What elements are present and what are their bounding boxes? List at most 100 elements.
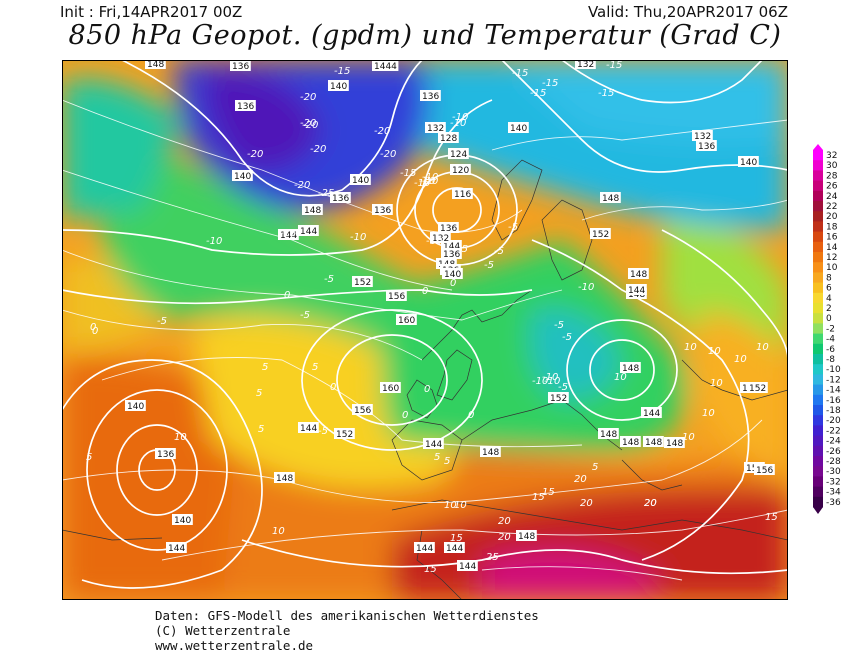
geopotential-label: 156 <box>754 464 775 476</box>
temperature-label: 0 <box>284 290 290 301</box>
geopotential-label: 148 <box>274 472 295 484</box>
legend-swatch <box>813 221 823 233</box>
legend-swatch <box>813 415 823 426</box>
temperature-label: -5 <box>508 222 518 233</box>
temperature-label: 0 <box>92 326 98 337</box>
geopotential-label: 1444 <box>372 60 399 72</box>
svg-text:136: 136 <box>232 62 249 72</box>
init-time: Init : Fri,14APR2017 00Z <box>60 3 243 21</box>
svg-text:148: 148 <box>304 206 321 216</box>
geopotential-label: 140 <box>738 156 759 168</box>
legend-swatch <box>813 231 823 243</box>
legend-label: 16 <box>826 233 838 243</box>
geopotential-label: 152 <box>352 276 373 288</box>
geopotential-label: 140 <box>232 170 253 182</box>
legend-swatch <box>813 384 823 396</box>
svg-text:156: 156 <box>388 292 405 302</box>
legend-label: -22 <box>826 426 841 436</box>
temperature-label: 5 <box>256 388 262 399</box>
legend-label: 22 <box>826 202 837 212</box>
geopotential-label: 116 <box>452 188 473 200</box>
svg-text:152: 152 <box>550 394 567 404</box>
legend-label: -24 <box>826 437 841 447</box>
temperature-label: -10 <box>542 372 558 383</box>
svg-text:140: 140 <box>127 402 144 412</box>
svg-text:148: 148 <box>622 364 639 374</box>
svg-text:136: 136 <box>157 450 174 460</box>
legend-label: -36 <box>826 498 841 508</box>
geopotential-label: 152 <box>548 392 569 404</box>
legend-swatch <box>813 456 823 467</box>
weather-map: 148 136 1444 132140136136132128124140132136… <box>62 60 788 600</box>
legend-swatch <box>813 405 823 416</box>
svg-text:132: 132 <box>432 234 449 244</box>
temperature-label: -5 <box>318 426 328 437</box>
legend-swatch <box>813 252 823 263</box>
legend-swatch <box>813 180 823 192</box>
legend-swatch <box>813 201 823 212</box>
temperature-label: -5 <box>300 310 310 321</box>
legend-swatch <box>813 486 823 498</box>
temperature-label: -20 <box>310 144 326 155</box>
legend-label: 2 <box>826 304 832 314</box>
legend-label: 12 <box>826 253 837 263</box>
footer-copyright: (C) Wetterzentrale <box>155 623 291 638</box>
geopotential-label: 140 <box>442 268 463 280</box>
svg-text:152: 152 <box>354 278 371 288</box>
geopotential-label: 144 <box>298 422 319 434</box>
temperature-label: -10 <box>422 172 438 183</box>
footer-source: Daten: GFS-Modell des amerikanischen Wet… <box>155 608 539 623</box>
temperature-label: -10 <box>452 112 468 123</box>
footer: Daten: GFS-Modell des amerikanischen Wet… <box>155 608 539 653</box>
legend-label: -8 <box>826 355 835 365</box>
svg-text:144: 144 <box>300 424 317 434</box>
svg-text:148: 148 <box>602 194 619 204</box>
temperature-label: -10 <box>544 376 560 387</box>
legend-swatch <box>813 160 823 171</box>
geopotential-label: 156 <box>386 290 407 302</box>
geopotential-label: 140 <box>328 80 349 92</box>
legend-label: -32 <box>826 477 841 487</box>
temperature-label: 10 <box>174 432 187 443</box>
temperature-label: 20 <box>644 498 657 509</box>
temperature-label: 20 <box>580 498 593 509</box>
map-title: 850 hPa Geopot. (gpdm) und Temperatur (G… <box>68 20 782 51</box>
legend-swatch <box>813 313 823 324</box>
temperature-label: -15 <box>598 88 614 99</box>
svg-text:136: 136 <box>237 102 254 112</box>
temperature-label: -10 <box>419 176 435 187</box>
temperature-label: -15 <box>530 88 546 99</box>
legend-swatch <box>813 190 823 202</box>
temperature-label: 10 <box>454 500 467 511</box>
svg-text:136: 136 <box>374 206 391 216</box>
geopotential-label: 148 <box>302 204 323 216</box>
geopotential-label: 132 <box>692 130 713 142</box>
footer-url: www.wetterzentrale.de <box>155 638 314 653</box>
temperature-label: 0 <box>424 384 430 395</box>
temperature-label: 5 <box>262 362 268 373</box>
geopotential-label: 144 <box>457 560 478 572</box>
legend-label: 24 <box>826 192 838 202</box>
geopotential-label: 140 <box>350 174 371 186</box>
temperature-label: 10 <box>272 526 285 537</box>
geopotential-label: 148 <box>600 192 621 204</box>
temperature-label: -5 <box>458 244 468 255</box>
geopotential-label: 156 <box>352 404 373 416</box>
legend-label: -20 <box>826 416 841 426</box>
temperature-labels: -15-20-20-15-15-15-15-15-20-20-20-20 -20-… <box>86 60 778 575</box>
temperature-label: 10 <box>682 432 695 443</box>
geopotential-label: 144 <box>626 284 647 296</box>
temperature-label: 0 <box>90 322 96 333</box>
svg-text:128: 128 <box>440 134 457 144</box>
legend-swatch <box>813 364 823 375</box>
legend-swatch <box>813 333 823 345</box>
svg-text:152: 152 <box>749 384 766 394</box>
legend-label: -34 <box>826 488 841 498</box>
legend-swatch <box>813 211 823 222</box>
geopotential-label: 144 <box>278 229 299 241</box>
legend-label: -4 <box>826 335 835 345</box>
geopotential-label: 148 <box>598 428 619 440</box>
temperature-label: 10 <box>614 372 627 383</box>
map-frame <box>62 60 788 600</box>
temperature-label: -10 <box>350 232 366 243</box>
